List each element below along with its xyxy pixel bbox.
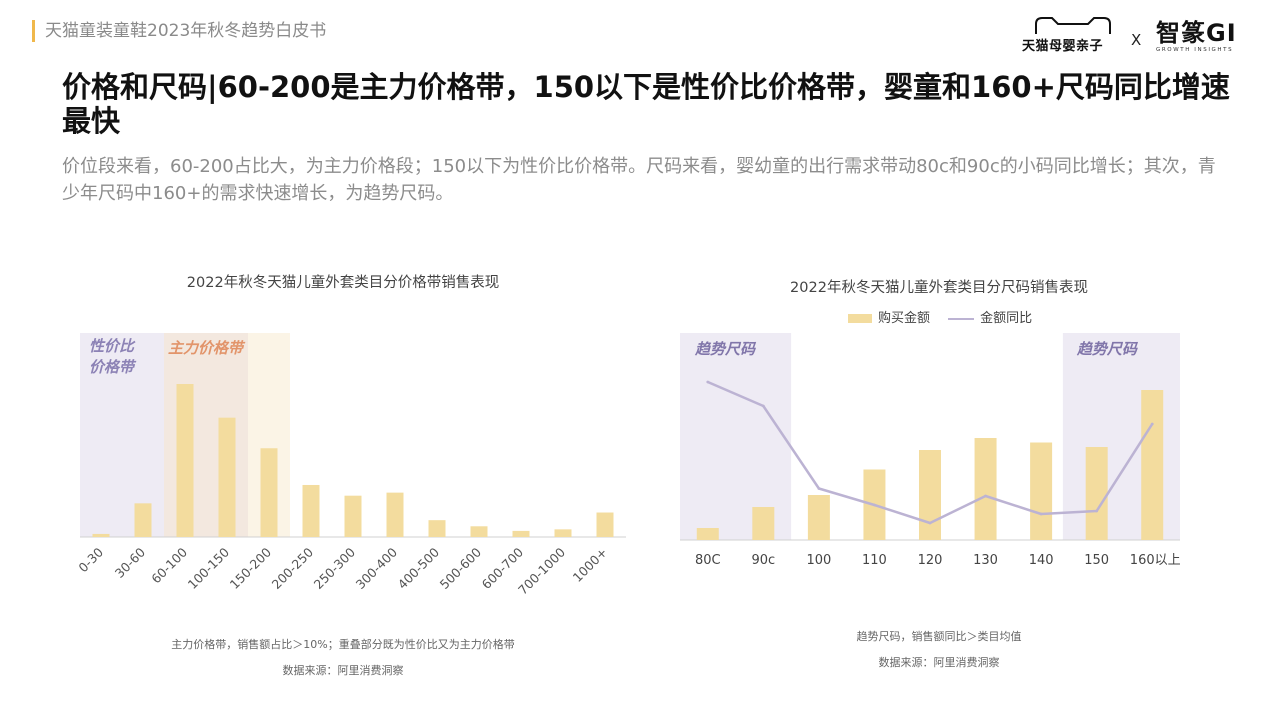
price-bar: [344, 495, 362, 537]
yoy-growth-point: [873, 503, 876, 507]
size-tick-label: 80C: [695, 553, 721, 568]
page-title: 价格和尺码|60-200是主力价格带，150以下是性价比价格带，婴童和160+尺…: [62, 70, 1230, 138]
price-bar: [428, 520, 446, 537]
legend-bar-swatch: [848, 314, 872, 323]
left-chart-note: 主力价格带，销售额占比＞10%；重叠部分既为性价比又为主力价格带: [171, 638, 515, 651]
legend-line-label: 金额同比: [980, 311, 1033, 326]
price-bar: [260, 448, 278, 537]
right-chart-legend: 购买金额 金额同比: [848, 307, 1046, 326]
value-zone-label-line1: 性价比: [89, 337, 136, 355]
size-bar: [974, 438, 997, 540]
size-tick-label: 100: [806, 553, 831, 568]
size-bar: [919, 450, 941, 540]
size-tick-label: 130: [973, 553, 998, 568]
price-tick-label: 300-400: [353, 544, 401, 592]
tmall-cat-icon: [1035, 17, 1111, 34]
price-bar: [512, 530, 530, 537]
legend-item-line: 金额同比: [948, 307, 1032, 326]
value-zone-label-line2: 价格带: [89, 358, 137, 376]
yoy-growth-point: [817, 487, 821, 490]
size-bar: [1030, 442, 1053, 540]
price-bar: [134, 503, 152, 537]
price-bar: [470, 526, 488, 537]
price-bar: [554, 529, 572, 537]
price-tick-label: 60-100: [148, 544, 190, 586]
size-tick-label: 90c: [751, 553, 775, 568]
size-tick-label: 160以上: [1130, 553, 1181, 568]
main-zone-label: 主力价格带: [168, 339, 246, 357]
price-tick-label: 150-200: [227, 544, 275, 592]
brand-x: X: [1131, 31, 1142, 49]
gi-logo: 智篆GI GROWTH INSIGHTS: [1156, 20, 1258, 53]
price-bar: [92, 533, 110, 537]
report-title: 天猫童装童鞋2023年秋冬趋势白皮书: [32, 20, 326, 42]
size-bar: [752, 507, 775, 540]
size-tick-label: 150: [1084, 553, 1109, 568]
legend-bar-label: 购买金额: [878, 311, 931, 326]
price-tick-label: 30-60: [112, 544, 148, 580]
left-chart-title: 2022年秋冬天猫儿童外套类目分价格带销售表现: [186, 275, 500, 291]
right-chart-source: 数据来源：阿里消费洞察: [878, 656, 1000, 669]
trend-zone-label: 趋势尺码: [694, 340, 757, 358]
size-tick-label: 140: [1029, 553, 1054, 568]
price-tick-label: 250-300: [311, 544, 359, 592]
size-bar: [696, 528, 719, 540]
yoy-growth-point: [1095, 509, 1099, 513]
gi-brand-subtext: GROWTH INSIGHTS: [1156, 47, 1234, 53]
right-chart-title: 2022年秋冬天猫儿童外套类目分尺码销售表现: [790, 280, 1088, 296]
price-tick-label: 400-500: [395, 544, 443, 592]
yoy-growth-point: [984, 494, 987, 498]
tmall-logo: 天猫母婴亲子: [1022, 16, 1122, 58]
tmall-brand-text: 天猫母婴亲子: [1022, 39, 1104, 54]
yoy-growth-point: [1039, 512, 1043, 516]
price-tick-label: 0-30: [75, 544, 106, 575]
price-tick-label: 100-150: [185, 544, 233, 592]
yoy-growth-point: [761, 404, 765, 408]
price-bar: [596, 512, 614, 537]
trend-size-zone: [680, 333, 792, 540]
price-tick-label: 200-250: [269, 544, 317, 592]
gi-brand-text: 智篆GI: [1156, 19, 1237, 47]
left-chart-source: 数据来源：阿里消费洞察: [282, 664, 404, 677]
price-tick-label: 1000+: [570, 545, 611, 586]
price-bar: [176, 384, 194, 537]
yoy-growth-point: [928, 521, 932, 525]
price-bar: [218, 417, 236, 537]
size-tick-label: 110: [862, 553, 887, 568]
page-description: 价位段来看，60-200占比大，为主力价格段；150以下为性价比价格带。尺码来看…: [62, 156, 1216, 204]
legend-line-swatch: [948, 317, 975, 320]
size-bar: [1141, 390, 1164, 540]
legend-item-bar: 购买金额: [848, 307, 930, 326]
size-tick-label: 120: [918, 553, 943, 568]
price-tick-label: 500-600: [437, 544, 485, 592]
price-bar: [302, 484, 320, 537]
trend-zone-label: 趋势尺码: [1076, 340, 1139, 358]
right-chart-note: 趋势尺码，销售额同比＞类目均值: [856, 630, 1022, 643]
price-bar: [386, 492, 404, 537]
brand-logos: 天猫母婴亲子 X 智篆GI GROWTH INSIGHTS: [1022, 14, 1258, 62]
yoy-growth-point: [1150, 422, 1154, 426]
yoy-growth-point: [706, 380, 710, 384]
size-bar: [807, 495, 830, 540]
size-bar: [1085, 447, 1108, 540]
